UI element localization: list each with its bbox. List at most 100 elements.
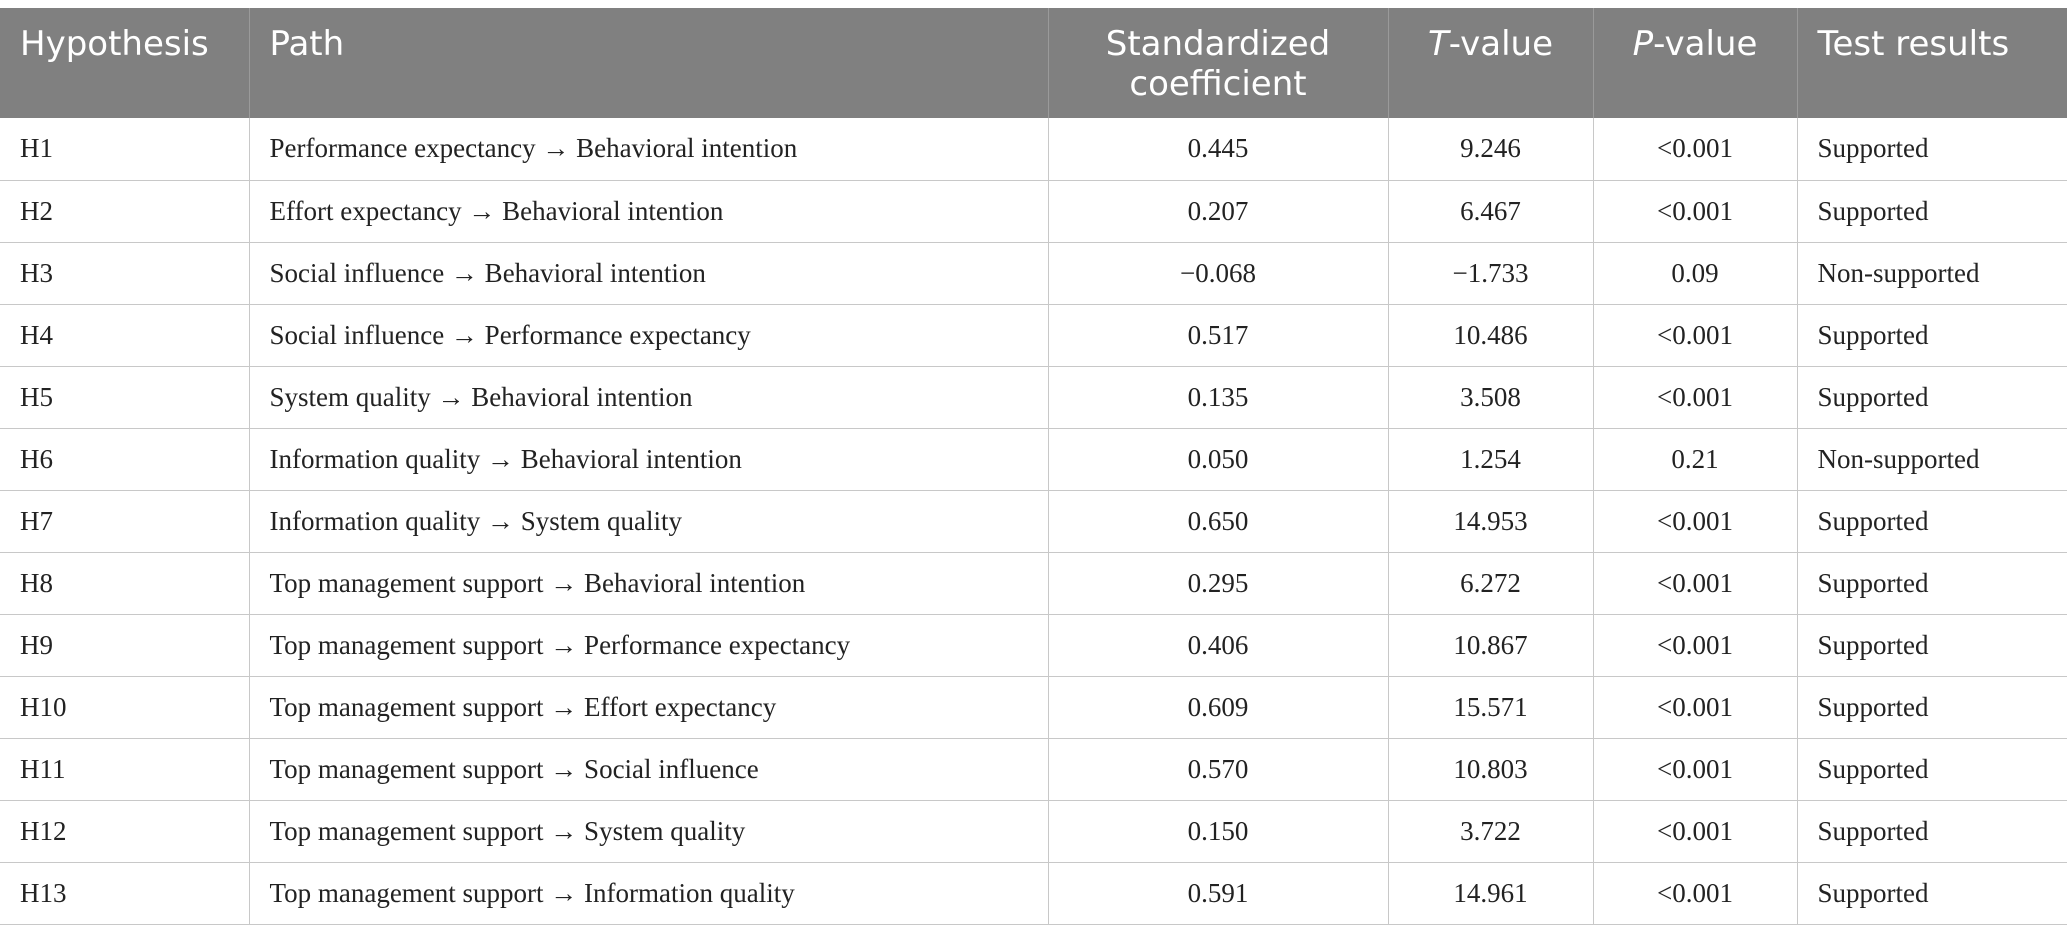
- cell-p-value: <0.001: [1592, 118, 1797, 181]
- cell-path: Top management support → Information qua…: [248, 862, 1048, 925]
- cell-standardized-coefficient: −0.068: [1047, 242, 1388, 305]
- cell-p-value: 0.21: [1592, 428, 1797, 491]
- table-row: H12 Top management support → System quali…: [0, 800, 2067, 863]
- cell-hypothesis: H1: [0, 118, 249, 181]
- cell-hypothesis: H8: [0, 552, 249, 615]
- cell-p-value: 0.09: [1592, 242, 1797, 305]
- table-row: H10 Top management support → Effort expec…: [0, 676, 2067, 739]
- table-body: H1 Performance expectancy → Behavioral in…: [0, 118, 2067, 925]
- cell-t-value: 10.486: [1387, 304, 1593, 367]
- results-table-container: Hypothesis Path Standardized coefficient…: [0, 8, 2067, 925]
- cell-test-result: Supported: [1796, 490, 2067, 553]
- cell-p-value: <0.001: [1592, 304, 1797, 367]
- cell-path: Effort expectancy → Behavioral intention: [248, 180, 1048, 243]
- table-row: H7 Information quality → System quality 0.…: [0, 490, 2067, 553]
- table-row: H4 Social influence → Performance expecta…: [0, 304, 2067, 367]
- cell-standardized-coefficient: 0.150: [1047, 800, 1388, 863]
- cell-test-result: Supported: [1796, 862, 2067, 925]
- cell-hypothesis: H12: [0, 800, 249, 863]
- cell-test-result: Supported: [1796, 800, 2067, 863]
- table-row: H13 Top management support → Information …: [0, 862, 2067, 925]
- cell-standardized-coefficient: 0.445: [1047, 118, 1388, 181]
- cell-test-result: Supported: [1796, 552, 2067, 615]
- cell-standardized-coefficient: 0.135: [1047, 366, 1388, 429]
- header-p-value: P-value: [1592, 8, 1797, 118]
- table-row: H3 Social influence → Behavioral intentio…: [0, 242, 2067, 305]
- header-test-results: Test results: [1796, 8, 2067, 118]
- cell-standardized-coefficient: 0.570: [1047, 738, 1388, 801]
- cell-t-value: 10.867: [1387, 614, 1593, 677]
- header-t-rest: -value: [1448, 24, 1553, 64]
- cell-hypothesis: H4: [0, 304, 249, 367]
- cell-standardized-coefficient: 0.207: [1047, 180, 1388, 243]
- table-row: H2 Effort expectancy → Behavioral intenti…: [0, 180, 2067, 243]
- table-row: H8 Top management support → Behavioral in…: [0, 552, 2067, 615]
- cell-hypothesis: H6: [0, 428, 249, 491]
- header-t-italic: T: [1427, 24, 1449, 64]
- cell-t-value: 3.722: [1387, 800, 1593, 863]
- cell-t-value: 14.953: [1387, 490, 1593, 553]
- cell-t-value: 6.467: [1387, 180, 1593, 243]
- cell-hypothesis: H9: [0, 614, 249, 677]
- cell-p-value: <0.001: [1592, 366, 1797, 429]
- cell-p-value: <0.001: [1592, 180, 1797, 243]
- table-row: H5 System quality → Behavioral intention 0…: [0, 366, 2067, 429]
- cell-hypothesis: H5: [0, 366, 249, 429]
- cell-p-value: <0.001: [1592, 862, 1797, 925]
- cell-standardized-coefficient: 0.609: [1047, 676, 1388, 739]
- cell-hypothesis: H2: [0, 180, 249, 243]
- cell-hypothesis: H10: [0, 676, 249, 739]
- cell-test-result: Supported: [1796, 614, 2067, 677]
- cell-test-result: Supported: [1796, 366, 2067, 429]
- cell-p-value: <0.001: [1592, 552, 1797, 615]
- header-p-rest: -value: [1653, 24, 1758, 64]
- cell-path: Top management support → Effort expectan…: [248, 676, 1048, 739]
- cell-path: System quality → Behavioral intention: [248, 366, 1048, 429]
- header-t-value: T-value: [1387, 8, 1593, 118]
- cell-t-value: 10.803: [1387, 738, 1593, 801]
- cell-t-value: 9.246: [1387, 118, 1593, 181]
- cell-path: Information quality → Behavioral intenti…: [248, 428, 1048, 491]
- hypothesis-results-table: Hypothesis Path Standardized coefficient…: [0, 8, 2067, 925]
- cell-test-result: Supported: [1796, 738, 2067, 801]
- cell-path: Top management support → Performance exp…: [248, 614, 1048, 677]
- cell-p-value: <0.001: [1592, 614, 1797, 677]
- cell-p-value: <0.001: [1592, 800, 1797, 863]
- cell-p-value: <0.001: [1592, 676, 1797, 739]
- cell-standardized-coefficient: 0.650: [1047, 490, 1388, 553]
- cell-p-value: <0.001: [1592, 490, 1797, 553]
- cell-t-value: 3.508: [1387, 366, 1593, 429]
- cell-path: Social influence → Performance expectanc…: [248, 304, 1048, 367]
- cell-hypothesis: H3: [0, 242, 249, 305]
- cell-path: Performance expectancy → Behavioral inte…: [248, 118, 1048, 181]
- cell-path: Top management support → Social influenc…: [248, 738, 1048, 801]
- cell-test-result: Non-supported: [1796, 428, 2067, 491]
- cell-hypothesis: H13: [0, 862, 249, 925]
- cell-test-result: Supported: [1796, 304, 2067, 367]
- table-header-row: Hypothesis Path Standardized coefficient…: [0, 8, 2067, 118]
- cell-t-value: 1.254: [1387, 428, 1593, 491]
- cell-p-value: <0.001: [1592, 738, 1797, 801]
- cell-path: Top management support → System quality: [248, 800, 1048, 863]
- cell-path: Information quality → System quality: [248, 490, 1048, 553]
- cell-test-result: Supported: [1796, 118, 2067, 181]
- cell-standardized-coefficient: 0.591: [1047, 862, 1388, 925]
- cell-test-result: Non-supported: [1796, 242, 2067, 305]
- cell-hypothesis: H11: [0, 738, 249, 801]
- cell-t-value: 14.961: [1387, 862, 1593, 925]
- table-row: H6 Information quality → Behavioral inten…: [0, 428, 2067, 491]
- table-row: H9 Top management support → Performance e…: [0, 614, 2067, 677]
- cell-standardized-coefficient: 0.295: [1047, 552, 1388, 615]
- cell-t-value: 6.272: [1387, 552, 1593, 615]
- cell-path: Top management support → Behavioral inte…: [248, 552, 1048, 615]
- table-row: H11 Top management support → Social influ…: [0, 738, 2067, 801]
- header-p-italic: P: [1632, 24, 1654, 64]
- cell-standardized-coefficient: 0.517: [1047, 304, 1388, 367]
- cell-standardized-coefficient: 0.406: [1047, 614, 1388, 677]
- cell-hypothesis: H7: [0, 490, 249, 553]
- cell-standardized-coefficient: 0.050: [1047, 428, 1388, 491]
- cell-test-result: Supported: [1796, 180, 2067, 243]
- header-standardized-coefficient: Standardized coefficient: [1047, 8, 1388, 118]
- cell-t-value: −1.733: [1387, 242, 1593, 305]
- header-hypothesis: Hypothesis: [20, 24, 209, 64]
